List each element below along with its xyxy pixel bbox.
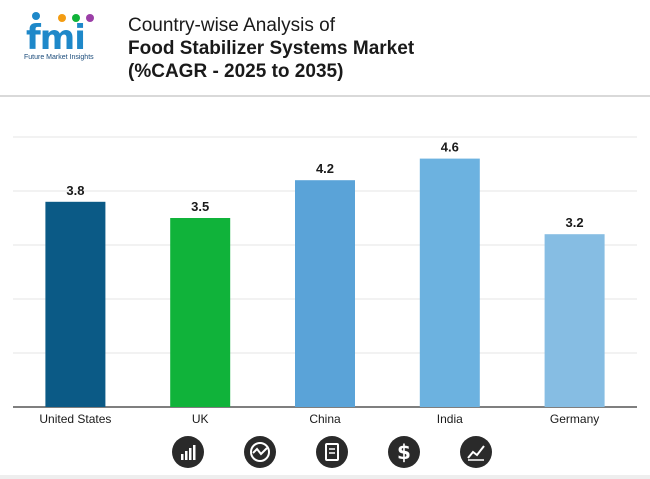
line-chart-icon bbox=[244, 436, 276, 468]
logo-subtitle: Future Market Insights bbox=[24, 54, 94, 61]
header-divider bbox=[0, 95, 650, 97]
bar-chart: 3.8 United States 3.5 UK 4.2 China 4.6 India 3.2… bbox=[13, 136, 637, 426]
bar-chart-icon bbox=[172, 436, 204, 468]
data-label: 4.6 bbox=[441, 140, 459, 155]
x-tick-label: UK bbox=[192, 412, 209, 426]
data-label: 4.2 bbox=[316, 161, 334, 176]
logo-dot-purple bbox=[86, 14, 94, 22]
bottom-divider bbox=[0, 475, 650, 479]
header: fmi Future Market Insights Country-wise … bbox=[0, 0, 650, 95]
page-title: Country-wise Analysis of Food Stabilizer… bbox=[128, 14, 414, 83]
svg-text:$: $ bbox=[397, 440, 411, 464]
bar-uk bbox=[170, 218, 231, 407]
bar-china bbox=[295, 180, 355, 407]
footer-icons: $ bbox=[0, 432, 650, 472]
logo-text: fmi bbox=[26, 18, 86, 58]
logo-dot-orange bbox=[58, 14, 66, 22]
x-tick-label: China bbox=[309, 412, 341, 426]
bar-united-states bbox=[45, 201, 106, 407]
fmi-logo: fmi Future Market Insights bbox=[22, 12, 112, 72]
bar-germany bbox=[544, 234, 605, 407]
x-tick-label: United States bbox=[39, 412, 111, 426]
trend-chart-icon bbox=[460, 436, 492, 468]
title-line-3: (%CAGR - 2025 to 2035) bbox=[128, 61, 344, 82]
document-icon bbox=[316, 436, 348, 468]
logo-dot-green bbox=[72, 14, 80, 22]
x-tick-label: Germany bbox=[550, 412, 599, 426]
dollar-icon: $ bbox=[388, 436, 420, 468]
bar-india bbox=[419, 158, 480, 407]
x-tick-label: India bbox=[437, 412, 463, 426]
data-label: 3.5 bbox=[191, 199, 209, 214]
logo-dot-blue bbox=[32, 12, 40, 20]
title-line-2: Food Stabilizer Systems Market bbox=[128, 38, 415, 59]
data-label: 3.2 bbox=[566, 215, 584, 230]
title-line-1: Country-wise Analysis of bbox=[128, 15, 335, 36]
data-label: 3.8 bbox=[66, 183, 84, 198]
